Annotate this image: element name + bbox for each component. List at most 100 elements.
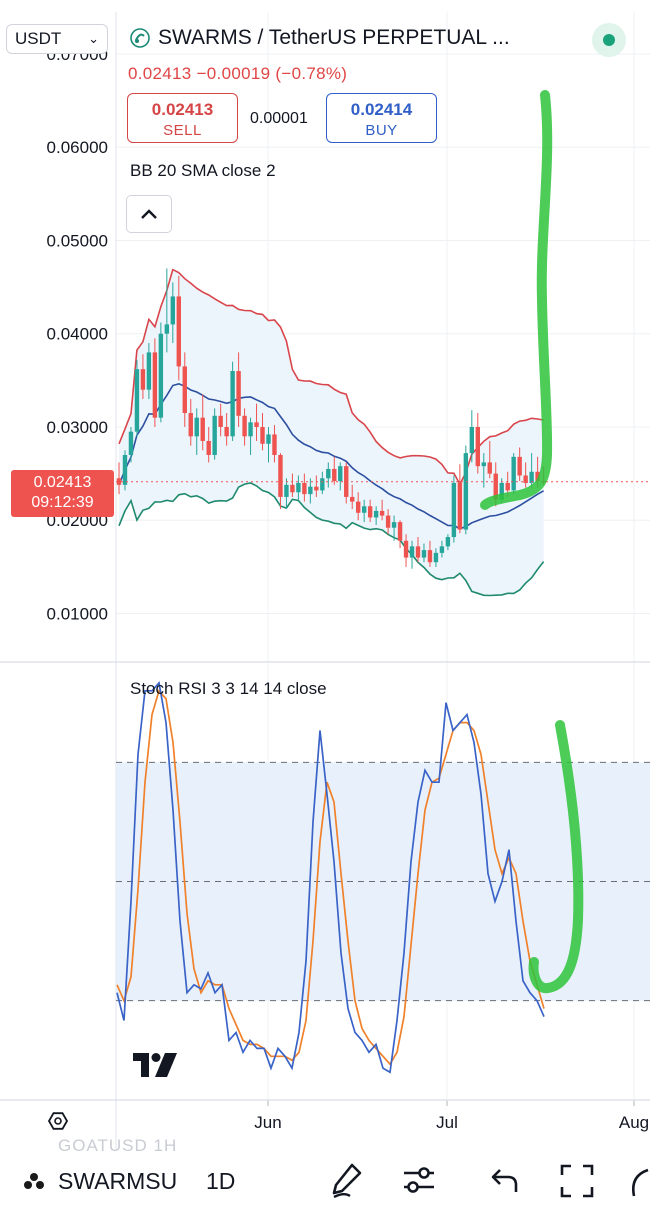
candle-body (517, 456, 522, 476)
candle-body (308, 486, 313, 495)
candle-body (224, 426, 229, 437)
candle-body (391, 522, 397, 528)
last-price-value: 0.02413 (33, 474, 92, 491)
buy-label: BUY (365, 122, 398, 139)
candle-body (146, 352, 152, 390)
candle-body (116, 478, 122, 485)
candle-body (254, 422, 259, 427)
candle-body (170, 296, 176, 325)
currency-select[interactable]: USDT ⌄ (6, 24, 108, 54)
candle-body (128, 431, 134, 455)
chevron-down-icon: ⌄ (88, 31, 99, 46)
bar-countdown: 09:12:39 (31, 494, 94, 511)
indicators-icon[interactable] (402, 1164, 436, 1196)
currency-select-value: USDT (15, 29, 62, 48)
candle-body (242, 415, 247, 437)
candle-body (176, 296, 181, 367)
candle-body (505, 482, 510, 491)
candle-body (469, 426, 475, 454)
candle-body (373, 510, 379, 518)
candle-body (350, 496, 355, 502)
candle-body (421, 550, 427, 558)
y-tick-label: 0.03000 (47, 418, 108, 437)
candle-body (463, 453, 469, 530)
candle-body (248, 422, 253, 437)
symbol-button[interactable]: SWARMSU (58, 1168, 178, 1194)
y-tick-label: 0.04000 (47, 325, 108, 344)
candle-body (481, 462, 486, 467)
stoch-d-line (116, 689, 545, 1066)
candle-body (206, 440, 211, 455)
candle-body (385, 515, 391, 528)
candle-body (379, 510, 385, 516)
buy-price: 0.02414 (350, 100, 413, 119)
price-change-readout: 0.02413 −0.00019 (−0.78%) (128, 64, 348, 83)
settings-hexagon-icon (47, 1112, 69, 1130)
candle-body (302, 482, 307, 495)
candle-body (122, 454, 128, 485)
bollinger-fill (119, 269, 544, 596)
candle-body (487, 462, 492, 474)
candle-body (338, 466, 343, 482)
candle-body (236, 371, 241, 416)
candle-body (284, 484, 289, 497)
candle-body (260, 426, 265, 444)
sell-price: 0.02413 (151, 100, 214, 119)
candle-body (272, 434, 277, 455)
bollinger-basis-line (118, 382, 544, 530)
timeframe-button[interactable]: 1D (206, 1168, 236, 1194)
collapse-button[interactable] (126, 195, 172, 233)
tradingview-logo-icon (133, 1053, 177, 1077)
candle-body (200, 417, 205, 441)
settings-hexagon-icon-center (54, 1117, 62, 1125)
candle-body (278, 454, 283, 497)
fullscreen-icon[interactable] (560, 1164, 594, 1198)
candle-body (361, 506, 367, 513)
last-price-tag: 0.02413 09:12:39 (11, 470, 114, 517)
symbol-logo-icon (24, 1173, 44, 1189)
pen-icon[interactable] (330, 1162, 364, 1198)
sell-button[interactable]: 0.02413 SELL (127, 93, 238, 143)
candle-body (194, 417, 199, 437)
live-status-icon[interactable] (592, 23, 626, 57)
more-icon[interactable] (622, 1168, 650, 1198)
annotation-stroke (480, 90, 553, 510)
chevron-up-icon (141, 209, 157, 219)
buy-button[interactable]: 0.02414 BUY (326, 93, 437, 143)
candle-body (326, 468, 331, 479)
spread-value: 0.00001 (250, 110, 308, 127)
candle-body (445, 537, 451, 547)
candle-body (367, 506, 373, 518)
bollinger-indicator-label[interactable]: BB 20 SMA close 2 (130, 161, 276, 180)
candle-body (332, 468, 337, 482)
candle-body (415, 546, 421, 558)
candle-body (397, 522, 403, 541)
candle-body (457, 482, 463, 530)
candle-body (523, 475, 528, 483)
candle-body (433, 552, 439, 563)
candle-body (427, 550, 433, 563)
annotation-stroke (528, 720, 584, 994)
candle-body (439, 546, 445, 553)
candle-body (314, 486, 319, 491)
x-tick-label: Jul (436, 1113, 458, 1132)
candle-body (158, 333, 164, 418)
candle-body (218, 415, 223, 427)
y-tick-label: 0.05000 (47, 231, 108, 250)
candle-body (188, 413, 193, 437)
candle-body (535, 471, 540, 482)
stoch-rsi-indicator-label[interactable]: Stoch RSI 3 3 14 14 close (130, 679, 327, 698)
symbol-logo-icon (130, 28, 150, 48)
candle-body (475, 426, 480, 467)
stoch-k-line (116, 681, 545, 1074)
chart-title-row[interactable]: SWARMS / TetherUS PERPETUAL ... (130, 26, 510, 50)
candle-body (529, 471, 534, 483)
undo-icon[interactable] (490, 1166, 520, 1194)
candle-body (290, 484, 295, 493)
bottom-toolbar (0, 1150, 650, 1200)
candle-body (152, 352, 158, 418)
x-tick-label: Jun (254, 1113, 281, 1132)
candle-body (134, 369, 140, 432)
